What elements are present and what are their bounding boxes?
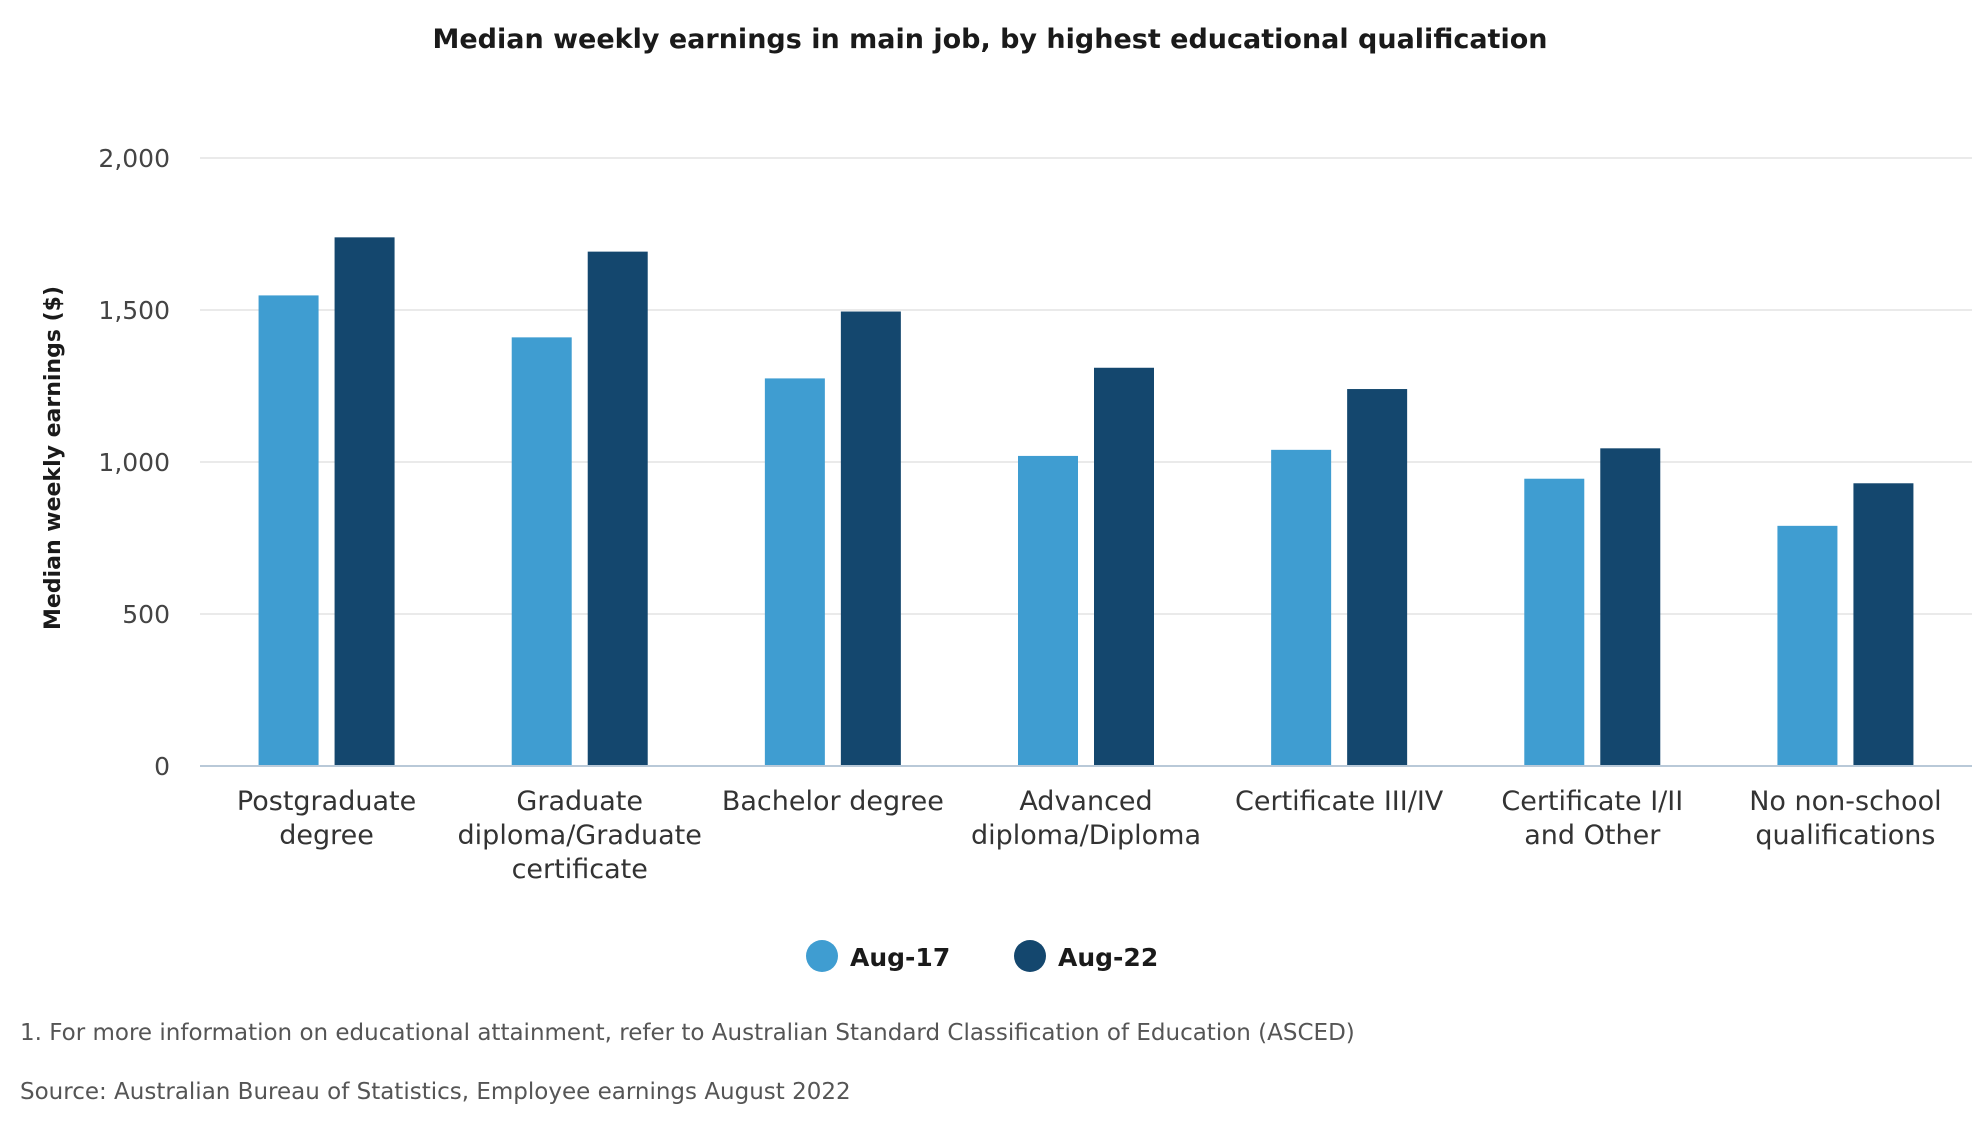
bar-aug-22 — [1853, 483, 1914, 766]
y-axis-label: Median weekly earnings ($) — [41, 286, 66, 630]
bar-aug-17 — [1777, 525, 1838, 766]
source-note: Source: Australian Bureau of Statistics,… — [20, 1079, 851, 1105]
bar-aug-22 — [1347, 389, 1408, 766]
bars — [258, 237, 1914, 766]
legend-swatch — [1014, 940, 1046, 972]
legend-swatch — [806, 940, 838, 972]
x-category-label: Advanced — [1019, 786, 1152, 817]
bar-aug-22 — [1600, 448, 1661, 766]
legend-label: Aug-17 — [850, 943, 950, 972]
x-category-label: Certificate III/IV — [1235, 786, 1444, 817]
bar-aug-22 — [587, 251, 648, 766]
footnote: 1. For more information on educational a… — [20, 1020, 1355, 1046]
bar-aug-17 — [1524, 478, 1585, 766]
x-category-label: Graduate — [516, 786, 643, 817]
footnotes: 1. For more information on educational a… — [20, 1020, 1355, 1105]
y-axis-ticks: 0 500 1,000 1,500 2,000 — [98, 144, 170, 781]
x-category-label: Postgraduate — [237, 786, 416, 817]
x-category-label: qualifications — [1755, 820, 1935, 851]
bar-aug-17 — [1271, 449, 1332, 766]
x-category-label: diploma/Graduate — [458, 820, 702, 851]
legend-item-aug-22[interactable]: Aug-22 — [1014, 940, 1158, 972]
gridlines — [200, 157, 1972, 615]
y-tick-label: 500 — [122, 600, 170, 629]
legend-label: Aug-22 — [1058, 943, 1158, 972]
x-category-label: and Other — [1524, 820, 1661, 851]
y-tick-label: 2,000 — [98, 144, 170, 173]
x-category-label: Bachelor degree — [722, 786, 944, 817]
bar-aug-22 — [840, 311, 901, 766]
x-category-label: diploma/Diploma — [971, 820, 1201, 851]
x-category-label: certificate — [512, 854, 648, 885]
y-tick-label: 1,000 — [98, 448, 170, 477]
legend[interactable]: Aug-17 Aug-22 — [806, 940, 1158, 972]
bar-aug-17 — [258, 295, 319, 766]
y-tick-label: 0 — [154, 752, 170, 781]
bar-aug-17 — [1018, 455, 1078, 766]
bar-aug-17 — [764, 378, 825, 766]
bar-aug-22 — [1094, 367, 1154, 766]
x-category-label: Certificate I/II — [1501, 786, 1683, 817]
x-category-label: degree — [279, 820, 374, 851]
bar-aug-22 — [334, 237, 395, 766]
chart-title: Median weekly earnings in main job, by h… — [432, 24, 1547, 55]
y-tick-label: 1,500 — [98, 296, 170, 325]
legend-item-aug-17[interactable]: Aug-17 — [806, 940, 950, 972]
bar-aug-17 — [511, 337, 572, 766]
x-category-label: No non-school — [1749, 786, 1941, 817]
